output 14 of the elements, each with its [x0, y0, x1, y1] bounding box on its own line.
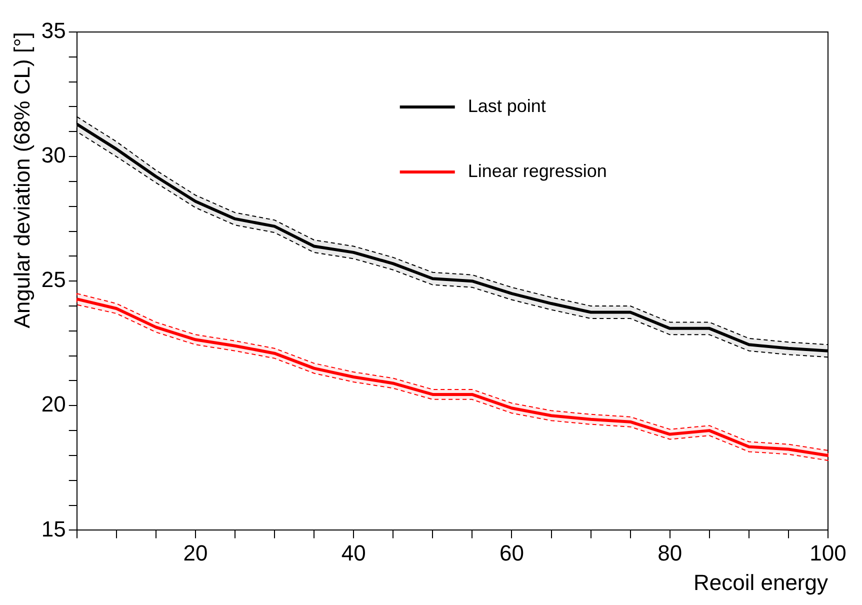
- x-tick-label: 60: [499, 540, 524, 566]
- legend-label: Linear regression: [468, 160, 607, 181]
- y-tick-label: 20: [41, 392, 66, 417]
- x-tick-label: 100: [810, 540, 846, 566]
- y-tick-label: 35: [41, 18, 66, 44]
- x-tick-label: 20: [183, 540, 208, 566]
- legend-label: Last point: [468, 96, 546, 116]
- x-axis-title: Recoil energy: [693, 570, 828, 595]
- x-tick-label: 80: [658, 540, 682, 566]
- x-tick-label: 40: [341, 540, 366, 566]
- y-tick-label: 25: [41, 267, 66, 292]
- y-axis-title: Angular deviation (68% CL) [°]: [9, 32, 34, 328]
- y-tick-label: 15: [41, 516, 66, 542]
- y-tick-label: 30: [41, 142, 66, 168]
